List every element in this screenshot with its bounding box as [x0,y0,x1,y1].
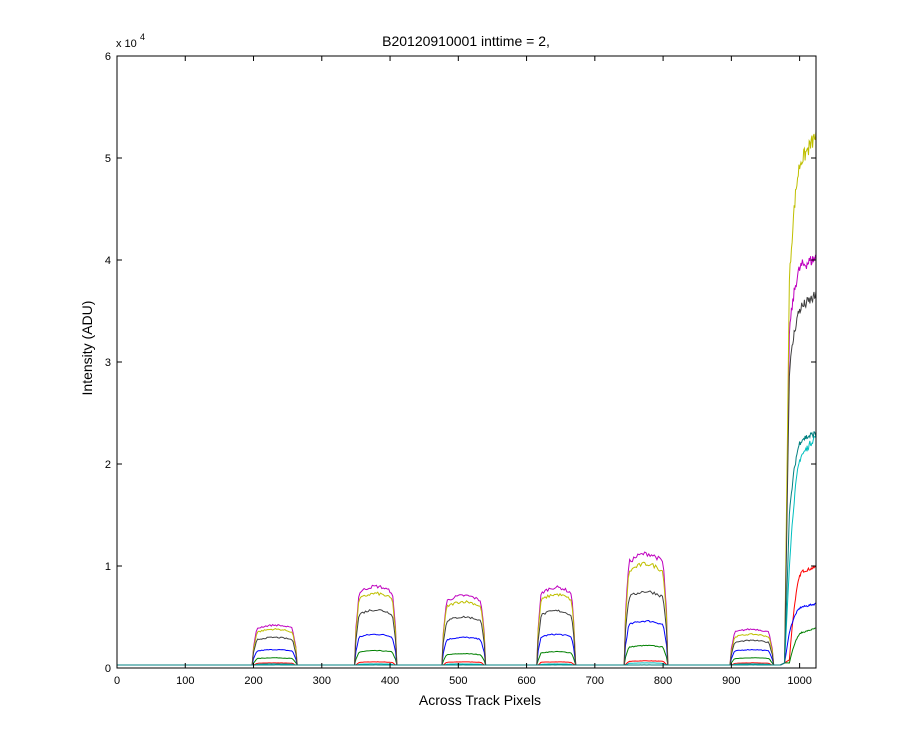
series-line [117,290,817,666]
y-axis-label: Intensity (ADU) [79,301,95,396]
chart-title: B20120910001 inttime = 2, [382,33,550,49]
plot-background [117,56,816,668]
x-tick-label: 900 [722,675,740,687]
y-tick-label: 3 [105,357,111,369]
series-line [117,627,817,666]
x-tick-label: 1000 [787,675,811,687]
x-tick-label: 200 [244,675,262,687]
y-axis: 0 1 2 3 4 5 6 [105,51,816,675]
y-exponent-label: x 10 [116,38,137,50]
series-line [117,565,817,666]
x-tick-label: 700 [586,675,604,687]
y-tick-label: 2 [105,459,111,471]
x-tick-label: 800 [654,675,672,687]
series-line [117,432,817,666]
x-tick-label: 400 [381,675,399,687]
series-line [117,602,817,666]
x-tick-label: 0 [114,675,120,687]
x-tick-label: 100 [176,675,194,687]
x-axis: 0 100 200 300 400 500 600 700 800 900 1000 [114,56,812,687]
y-tick-label: 4 [105,255,111,267]
y-exponent-power: 4 [140,32,145,42]
y-tick-label: 6 [105,51,111,63]
x-tick-label: 500 [449,675,467,687]
x-axis-label: Across Track Pixels [419,692,541,708]
y-tick-label: 1 [105,561,111,573]
series-line [117,431,817,666]
x-tick-label: 300 [313,675,331,687]
series-group [117,131,817,666]
x-tick-label: 600 [517,675,535,687]
y-tick-label: 0 [105,663,111,675]
series-line [117,131,817,666]
y-tick-label: 5 [105,153,111,165]
